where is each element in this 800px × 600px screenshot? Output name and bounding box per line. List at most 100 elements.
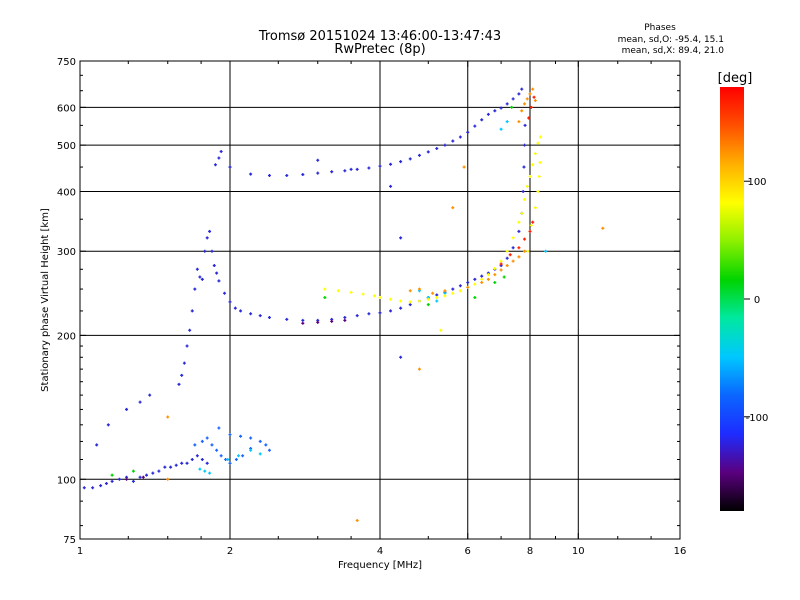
- colorbar-ticks: 100 0 -100: [744, 177, 768, 424]
- data-point: [451, 291, 455, 295]
- data-point: [82, 486, 86, 490]
- data-point: [217, 426, 221, 430]
- data-point: [451, 287, 455, 291]
- y-axis-ticks: 75 100 200 300 400 500 600 750: [57, 57, 680, 546]
- data-point: [330, 170, 334, 174]
- data-point: [517, 255, 521, 259]
- data-point: [517, 120, 521, 124]
- data-point: [528, 174, 532, 178]
- data-point: [473, 296, 477, 300]
- data-point: [367, 166, 371, 170]
- data-point: [486, 277, 490, 281]
- data-point: [473, 124, 477, 128]
- data-point: [520, 87, 524, 91]
- data-point: [228, 461, 232, 465]
- data-point: [538, 160, 542, 164]
- data-point: [267, 174, 271, 178]
- data-point: [188, 328, 192, 332]
- data-point: [389, 184, 393, 188]
- data-point: [219, 454, 223, 458]
- data-point: [234, 457, 238, 461]
- data-point: [523, 123, 527, 127]
- data-point: [532, 95, 536, 99]
- data-point: [499, 262, 503, 266]
- data-point: [389, 309, 393, 313]
- data-point: [106, 423, 110, 427]
- data-point: [323, 296, 327, 300]
- data-point: [343, 169, 347, 173]
- data-point: [205, 461, 209, 465]
- data-point: [301, 318, 305, 322]
- data-point: [533, 206, 537, 210]
- data-point: [399, 355, 403, 359]
- data-point: [531, 220, 535, 224]
- data-point: [367, 312, 371, 316]
- data-point: [408, 303, 412, 307]
- data-point: [435, 293, 439, 297]
- data-point: [219, 149, 223, 153]
- data-point: [215, 271, 219, 275]
- data-point: [523, 249, 527, 253]
- data-point: [200, 277, 204, 281]
- data-point: [505, 256, 509, 260]
- data-point: [529, 223, 533, 227]
- data-point: [166, 415, 170, 419]
- data-point: [104, 481, 108, 485]
- data-point: [182, 361, 186, 365]
- data-point: [466, 281, 470, 285]
- colorbar-tick-label: 0: [754, 295, 760, 306]
- x-axis-ticks: 1 2 4 6 8 10 16: [77, 61, 686, 557]
- data-point: [511, 97, 515, 101]
- y-tick-label: 100: [57, 475, 76, 486]
- x-tick-label: 2: [227, 546, 233, 557]
- data-point: [539, 135, 543, 139]
- data-point: [200, 457, 204, 461]
- data-point: [185, 344, 189, 348]
- colorbar-unit-label: [deg]: [718, 71, 753, 86]
- data-point: [258, 314, 262, 318]
- data-point: [241, 454, 245, 458]
- data-point: [399, 306, 403, 310]
- data-point: [203, 249, 207, 253]
- data-point: [493, 281, 497, 285]
- data-point: [521, 189, 525, 193]
- data-point: [389, 162, 393, 166]
- data-point: [435, 296, 439, 300]
- data-point: [95, 443, 99, 447]
- data-point: [226, 457, 230, 461]
- data-point: [110, 473, 114, 477]
- data-point: [148, 393, 152, 397]
- data-point: [215, 448, 219, 452]
- data-point: [458, 284, 462, 288]
- y-tick-label: 600: [57, 103, 76, 114]
- data-points: [82, 87, 605, 522]
- data-point: [316, 171, 320, 175]
- x-tick-label: 8: [527, 546, 533, 557]
- data-point: [117, 477, 121, 481]
- data-point: [435, 147, 439, 151]
- y-axis-label: Stationary phase Virtual Height [km]: [40, 208, 51, 392]
- data-point: [458, 135, 462, 139]
- data-point: [223, 291, 227, 295]
- data-point: [343, 318, 347, 322]
- data-point: [361, 292, 365, 296]
- data-point: [399, 236, 403, 240]
- data-point: [536, 189, 540, 193]
- data-point: [526, 249, 530, 253]
- chart-title: Tromsø 20151024 13:46:00-13:47:43: [258, 29, 501, 44]
- data-point: [323, 287, 327, 291]
- data-point: [523, 237, 527, 241]
- data-point: [426, 303, 430, 307]
- data-point: [480, 281, 484, 285]
- data-point: [355, 167, 359, 171]
- data-point: [531, 87, 535, 91]
- data-point: [166, 477, 170, 481]
- x-tick-label: 1: [77, 546, 83, 557]
- data-point: [210, 249, 214, 253]
- y-tick-label: 500: [57, 141, 76, 152]
- data-point: [466, 130, 470, 134]
- data-point: [517, 220, 521, 224]
- data-point: [110, 479, 114, 483]
- data-point: [217, 279, 221, 283]
